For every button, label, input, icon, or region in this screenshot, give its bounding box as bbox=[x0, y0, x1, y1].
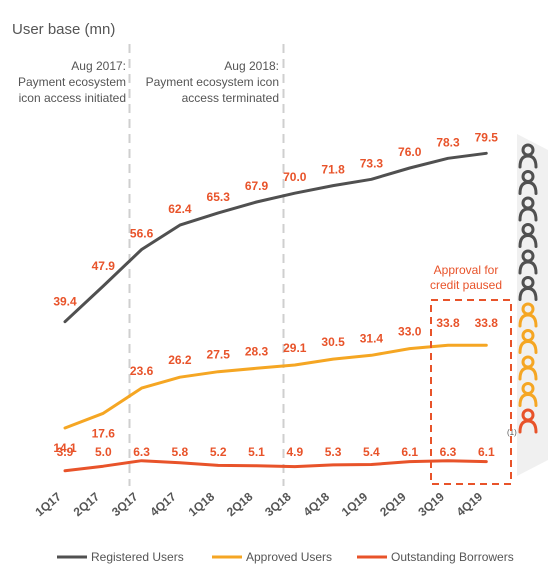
value-label-1-4: 27.5 bbox=[207, 348, 231, 362]
series-line-registered-users bbox=[63, 151, 488, 324]
annotation-2-line-2: Payment ecosystem icon bbox=[146, 75, 279, 89]
value-label-0-5: 67.9 bbox=[245, 179, 269, 193]
x-tick-label: 1Q18 bbox=[186, 489, 218, 519]
value-label-1-6: 29.1 bbox=[283, 341, 307, 355]
value-label-1-2: 23.6 bbox=[130, 364, 154, 378]
legend-label: Outstanding Borrowers bbox=[391, 550, 514, 564]
series-line-approved-users bbox=[63, 343, 488, 430]
value-label-0-3: 62.4 bbox=[168, 202, 192, 216]
value-label-1-7: 30.5 bbox=[321, 335, 345, 349]
value-label-0-0: 39.4 bbox=[53, 295, 77, 309]
x-tick-label: 1Q17 bbox=[32, 489, 64, 519]
annotation-2-line-3: access terminated bbox=[182, 91, 279, 105]
value-label-0-6: 70.0 bbox=[283, 170, 307, 184]
x-tick-label: 1Q19 bbox=[339, 489, 371, 519]
value-label-0-2: 56.6 bbox=[130, 226, 154, 240]
person-icon bbox=[518, 355, 538, 381]
person-icon bbox=[518, 382, 538, 407]
value-label-2-6: 4.9 bbox=[286, 445, 303, 459]
value-label-2-9: 6.1 bbox=[401, 445, 418, 459]
person-icon bbox=[518, 302, 538, 328]
value-label-1-10: 33.8 bbox=[436, 316, 460, 330]
person-icon bbox=[518, 170, 538, 195]
footnote-marker: (1) bbox=[507, 428, 517, 437]
value-label-0-1: 47.9 bbox=[92, 259, 116, 273]
person-icon bbox=[518, 329, 538, 354]
person-icon bbox=[518, 223, 538, 248]
value-label-0-11: 79.5 bbox=[475, 130, 499, 144]
annotation-credit-pause-line-1: Approval for bbox=[434, 263, 499, 277]
series-line-outstanding-borrowers bbox=[63, 459, 488, 473]
legend-label: Registered Users bbox=[91, 550, 184, 564]
person-icon bbox=[518, 408, 538, 434]
value-label-2-11: 6.1 bbox=[478, 445, 495, 459]
x-tick-label: 3Q17 bbox=[109, 489, 141, 519]
value-label-1-11: 33.8 bbox=[475, 316, 499, 330]
x-tick-label: 4Q19 bbox=[454, 489, 486, 519]
value-label-1-3: 26.2 bbox=[168, 353, 192, 367]
value-label-2-3: 5.8 bbox=[172, 445, 189, 459]
value-label-1-5: 28.3 bbox=[245, 344, 269, 358]
value-label-0-4: 65.3 bbox=[207, 190, 231, 204]
credit-pause-box bbox=[430, 299, 512, 485]
annotation-1-line-3: icon access initiated bbox=[19, 91, 126, 105]
x-tick-label: 3Q18 bbox=[262, 489, 294, 519]
chart-title: User base (mn) bbox=[12, 21, 115, 38]
value-label-2-2: 6.3 bbox=[133, 445, 150, 459]
value-label-1-8: 31.4 bbox=[360, 331, 384, 345]
value-label-2-5: 5.1 bbox=[248, 445, 265, 459]
annotation-2-line-1: Aug 2018: bbox=[224, 59, 279, 73]
value-label-0-10: 78.3 bbox=[436, 135, 460, 149]
person-icon bbox=[518, 249, 538, 275]
value-label-2-7: 5.3 bbox=[325, 445, 342, 459]
value-label-0-8: 73.3 bbox=[360, 156, 384, 170]
person-icon bbox=[518, 276, 538, 301]
value-label-1-1: 17.6 bbox=[92, 426, 116, 440]
value-label-2-4: 5.2 bbox=[210, 445, 227, 459]
x-tick-label: 2Q19 bbox=[377, 489, 409, 519]
annotation-1-line-2: Payment ecosystem bbox=[18, 75, 126, 89]
value-label-0-7: 71.8 bbox=[321, 163, 345, 177]
x-tick-label: 4Q17 bbox=[147, 489, 179, 519]
value-label-1-0: 14.1 bbox=[53, 441, 77, 455]
value-label-2-8: 5.4 bbox=[363, 445, 380, 459]
value-label-2-0: 3.9 bbox=[57, 445, 74, 459]
person-icon bbox=[518, 196, 538, 222]
x-tick-label: 2Q18 bbox=[224, 489, 256, 519]
annotation-credit-pause-line-2: credit paused bbox=[430, 278, 502, 292]
value-label-2-10: 6.3 bbox=[440, 445, 457, 459]
annotation-1-line-1: Aug 2017: bbox=[71, 59, 126, 73]
legend-label: Approved Users bbox=[246, 550, 332, 564]
x-tick-label: 2Q17 bbox=[71, 489, 103, 519]
x-tick-label: 4Q18 bbox=[301, 489, 333, 519]
value-label-0-9: 76.0 bbox=[398, 145, 422, 159]
value-label-1-9: 33.0 bbox=[398, 325, 422, 339]
x-tick-label: 3Q19 bbox=[415, 489, 447, 519]
value-label-2-1: 5.0 bbox=[95, 445, 112, 459]
person-icon bbox=[518, 143, 538, 169]
